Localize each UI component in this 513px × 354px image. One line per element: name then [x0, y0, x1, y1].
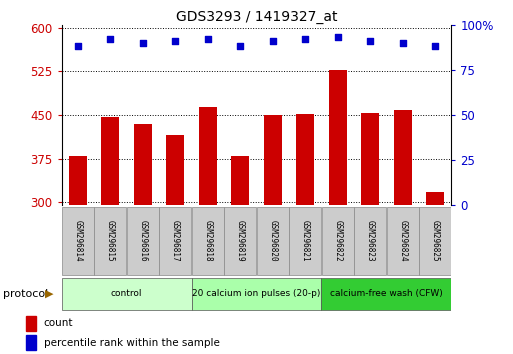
Bar	[297, 114, 314, 354]
Text: control: control	[111, 289, 142, 298]
FancyBboxPatch shape	[94, 207, 126, 275]
Text: GSM296815: GSM296815	[106, 220, 115, 262]
Text: GSM296814: GSM296814	[73, 220, 82, 262]
Text: calcium-free wash (CFW): calcium-free wash (CFW)	[330, 289, 443, 298]
Point	[106, 36, 114, 42]
Text: protocol: protocol	[3, 289, 48, 299]
Text: GSM296822: GSM296822	[333, 220, 342, 262]
Text: GSM296818: GSM296818	[203, 220, 212, 262]
FancyBboxPatch shape	[224, 207, 256, 275]
Text: GSM296821: GSM296821	[301, 220, 310, 262]
Bar	[166, 136, 184, 354]
FancyBboxPatch shape	[192, 207, 224, 275]
Bar	[26, 316, 36, 331]
Text: GSM296820: GSM296820	[268, 220, 277, 262]
Bar	[264, 115, 282, 354]
Bar	[329, 70, 347, 354]
Bar	[102, 117, 119, 354]
Bar	[199, 108, 216, 354]
Bar	[69, 156, 87, 354]
Point	[74, 44, 82, 49]
Text: count: count	[44, 318, 73, 329]
Bar	[361, 113, 379, 354]
FancyBboxPatch shape	[322, 278, 451, 310]
Text: GSM296823: GSM296823	[366, 220, 374, 262]
FancyBboxPatch shape	[289, 207, 321, 275]
FancyBboxPatch shape	[159, 207, 191, 275]
Title: GDS3293 / 1419327_at: GDS3293 / 1419327_at	[176, 10, 337, 24]
Point	[204, 36, 212, 42]
Bar	[134, 124, 152, 354]
Point	[399, 40, 407, 46]
Text: ▶: ▶	[45, 289, 53, 299]
Point	[301, 36, 309, 42]
FancyBboxPatch shape	[256, 207, 289, 275]
Text: GSM296825: GSM296825	[431, 220, 440, 262]
FancyBboxPatch shape	[419, 207, 451, 275]
FancyBboxPatch shape	[354, 207, 386, 275]
Bar	[394, 110, 411, 354]
Text: GSM296824: GSM296824	[398, 220, 407, 262]
Point	[366, 38, 374, 44]
Bar	[426, 192, 444, 354]
Text: GSM296817: GSM296817	[171, 220, 180, 262]
FancyBboxPatch shape	[62, 207, 94, 275]
Point	[139, 40, 147, 46]
FancyBboxPatch shape	[322, 207, 354, 275]
Text: 20 calcium ion pulses (20-p): 20 calcium ion pulses (20-p)	[192, 289, 321, 298]
Text: GSM296816: GSM296816	[139, 220, 147, 262]
Point	[236, 44, 244, 49]
FancyBboxPatch shape	[387, 207, 419, 275]
Bar	[26, 335, 36, 350]
Bar	[231, 156, 249, 354]
Point	[269, 38, 277, 44]
Text: percentile rank within the sample: percentile rank within the sample	[44, 337, 220, 348]
FancyBboxPatch shape	[191, 278, 322, 310]
Text: GSM296819: GSM296819	[236, 220, 245, 262]
Point	[333, 35, 342, 40]
FancyBboxPatch shape	[62, 278, 191, 310]
Point	[171, 38, 180, 44]
FancyBboxPatch shape	[127, 207, 159, 275]
Point	[431, 44, 439, 49]
